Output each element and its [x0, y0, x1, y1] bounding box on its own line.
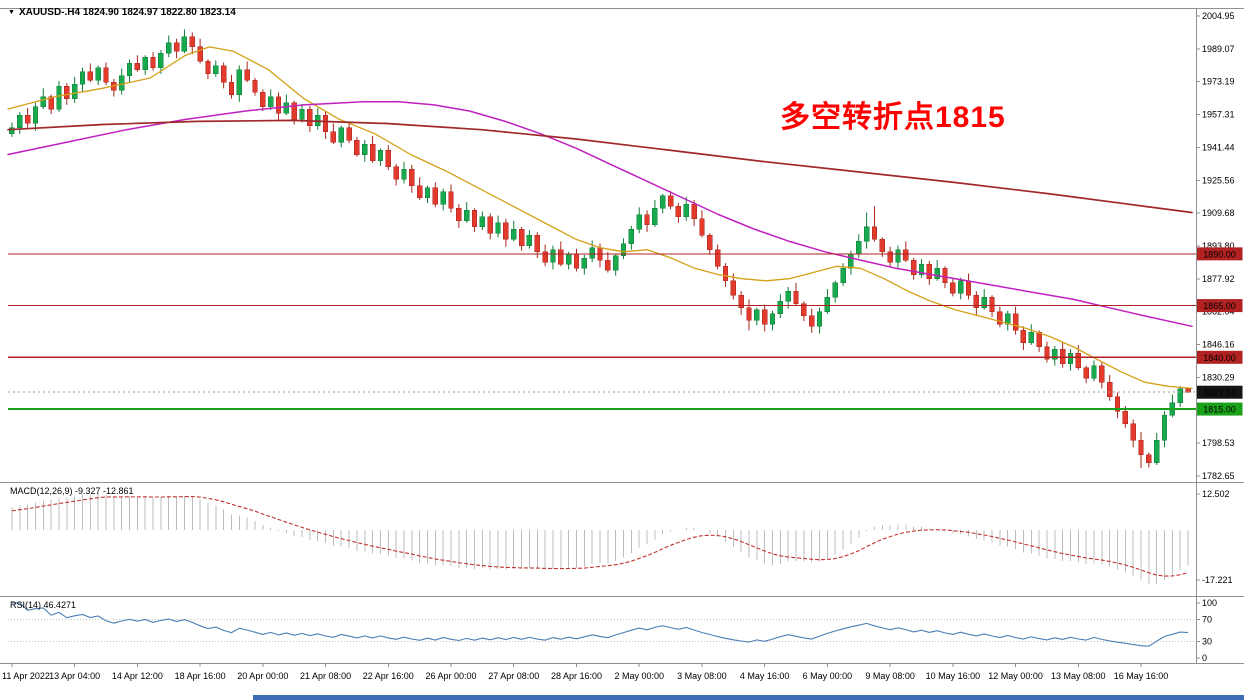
svg-text:22 Apr 16:00: 22 Apr 16:00: [363, 671, 414, 681]
svg-text:1846.16: 1846.16: [1202, 340, 1235, 350]
svg-text:1830.29: 1830.29: [1202, 372, 1235, 382]
svg-text:1840.00: 1840.00: [1203, 353, 1236, 363]
panel-borders: [0, 8, 1244, 664]
axis-price-boxes: 1890.00 1865.00 1840.00 1815.00 1823.14: [1196, 247, 1243, 416]
bottom-blue-strip: [253, 695, 1244, 700]
horizontal-levels-layer[interactable]: [8, 253, 1196, 411]
svg-text:16 May 16:00: 16 May 16:00: [1114, 671, 1169, 681]
svg-text:2 May 00:00: 2 May 00:00: [614, 671, 664, 681]
annotation-text[interactable]: 多空转折点1815: [780, 101, 1006, 134]
rsi-indicator-label: RSI(14) 46.4271: [10, 600, 77, 610]
macd-histogram: [11, 493, 1189, 585]
svg-text:10 May 16:00: 10 May 16:00: [926, 671, 981, 681]
svg-text:27 Apr 08:00: 27 Apr 08:00: [488, 671, 539, 681]
svg-text:1893.80: 1893.80: [1202, 241, 1235, 251]
svg-text:-17.221: -17.221: [1202, 575, 1233, 585]
svg-text:1925.56: 1925.56: [1202, 175, 1235, 185]
svg-text:1989.07: 1989.07: [1202, 44, 1235, 54]
rsi-level-lines: [8, 619, 1196, 642]
svg-text:1973.19: 1973.19: [1202, 77, 1235, 87]
svg-text:1823.14: 1823.14: [1203, 388, 1236, 398]
symbol-dropdown-icon[interactable]: ▼: [8, 8, 15, 16]
ma-slow-darkred-line: [7, 119, 1193, 214]
svg-text:0: 0: [1202, 653, 1207, 663]
svg-text:30: 30: [1202, 637, 1212, 647]
price-axis[interactable]: [1196, 8, 1244, 663]
svg-text:1865.00: 1865.00: [1203, 301, 1236, 311]
svg-text:13 May 08:00: 13 May 08:00: [1051, 671, 1106, 681]
svg-text:2004.95: 2004.95: [1202, 11, 1235, 21]
symbol-info: ▼ XAUUSD-.H4 1824.90 1824.97 1822.80 182…: [8, 7, 236, 18]
time-axis[interactable]: [0, 663, 1196, 693]
svg-text:12 May 00:00: 12 May 00:00: [988, 671, 1043, 681]
candles-layer: [9, 29, 1191, 469]
svg-text:11 Apr 2022: 11 Apr 2022: [2, 671, 50, 681]
svg-text:1909.68: 1909.68: [1202, 208, 1235, 218]
ma-fast-orange-line: [7, 46, 1193, 390]
rsi-line: [11, 602, 1189, 647]
svg-text:13 Apr 04:00: 13 Apr 04:00: [49, 671, 100, 681]
macd-indicator-label: MACD(12,26,9) -9.327 -12.861: [10, 486, 134, 496]
svg-text:9 May 08:00: 9 May 08:00: [865, 671, 915, 681]
ma-medium-magenta-line: [7, 101, 1193, 328]
time-axis-labels: 11 Apr 202213 Apr 04:00 14 Apr 12:00 18 Ap…: [2, 663, 1168, 681]
svg-text:1815.00: 1815.00: [1203, 405, 1236, 415]
svg-text:1877.92: 1877.92: [1202, 274, 1235, 284]
macd-signal-line: [11, 496, 1189, 577]
svg-text:3 May 08:00: 3 May 08:00: [677, 671, 727, 681]
svg-text:12.502: 12.502: [1202, 489, 1230, 499]
svg-text:100: 100: [1202, 598, 1217, 608]
svg-text:18 Apr 16:00: 18 Apr 16:00: [175, 671, 226, 681]
svg-text:1957.31: 1957.31: [1202, 110, 1235, 120]
svg-text:20 Apr 00:00: 20 Apr 00:00: [237, 671, 288, 681]
svg-text:1782.65: 1782.65: [1202, 471, 1235, 481]
svg-text:1798.53: 1798.53: [1202, 438, 1235, 448]
svg-text:70: 70: [1202, 615, 1212, 625]
svg-text:1890.00: 1890.00: [1203, 249, 1236, 259]
symbol-ohlc-text: XAUUSD-.H4 1824.90 1824.97 1822.80 1823.…: [18, 7, 236, 18]
svg-text:4 May 16:00: 4 May 16:00: [740, 671, 790, 681]
svg-text:28 Apr 16:00: 28 Apr 16:00: [551, 671, 602, 681]
svg-text:14 Apr 12:00: 14 Apr 12:00: [112, 671, 163, 681]
svg-text:21 Apr 08:00: 21 Apr 08:00: [300, 671, 351, 681]
svg-text:6 May 00:00: 6 May 00:00: [803, 671, 853, 681]
svg-text:26 Apr 00:00: 26 Apr 00:00: [425, 671, 476, 681]
svg-text:1941.44: 1941.44: [1202, 142, 1235, 152]
